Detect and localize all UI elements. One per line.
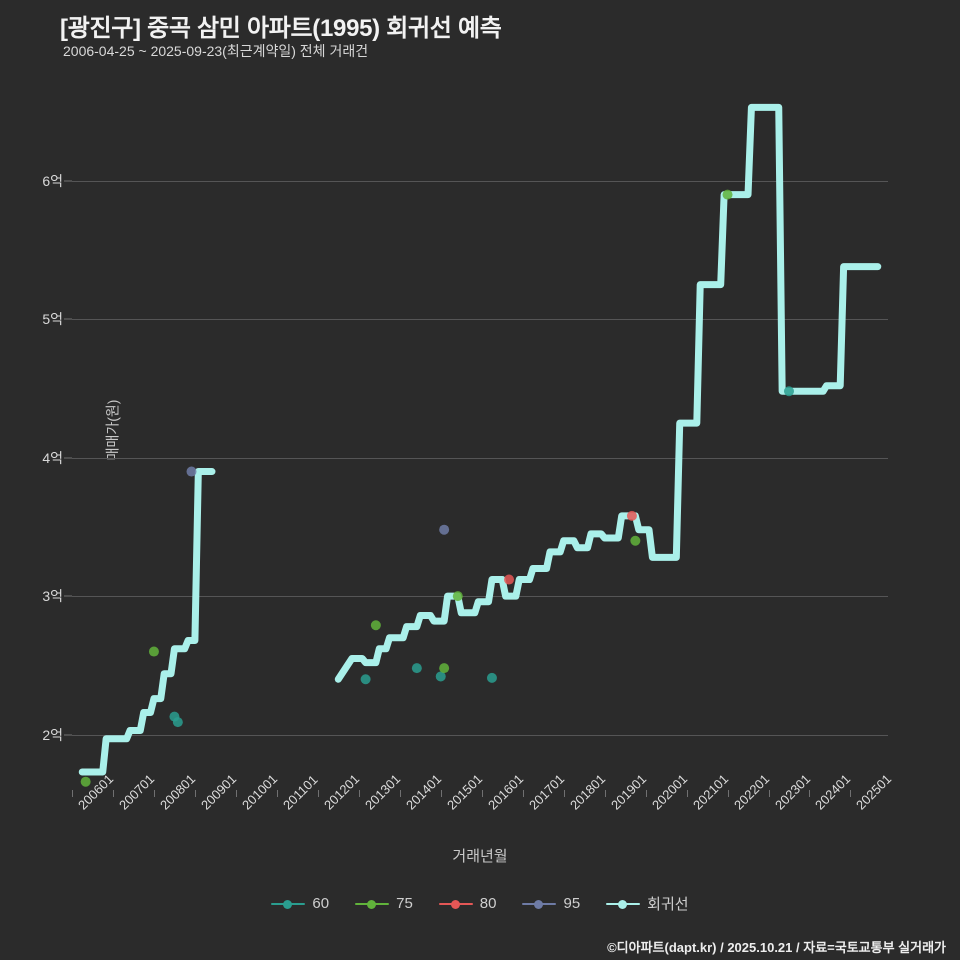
scatter-point-75	[452, 591, 463, 602]
legend-item-회귀선[interactable]: 회귀선	[606, 893, 689, 914]
y-tick-label: 4억	[42, 449, 63, 466]
x-tick-mark	[276, 790, 278, 797]
y-tick-mark	[64, 457, 72, 459]
x-tick-mark	[112, 790, 114, 797]
x-tick-mark	[809, 790, 811, 797]
x-tick-mark	[522, 790, 524, 797]
legend-item-95[interactable]: 95	[522, 895, 580, 912]
legend-swatch-icon	[522, 898, 557, 910]
page-subtitle: 2006-04-25 ~ 2025-09-23(최근계약일) 전체 거래건	[63, 43, 369, 59]
legend-label: 95	[563, 895, 581, 912]
y-tick-mark	[64, 734, 72, 736]
gridline	[72, 319, 888, 321]
scatter-point-75	[80, 776, 91, 787]
scatter-point-75	[370, 620, 381, 631]
scatter-point-60	[360, 674, 371, 685]
x-tick-mark	[440, 790, 442, 797]
scatter-point-75	[630, 535, 641, 546]
plot-area: 매매가(원) 2억 3억 4억 5억 6억 200601 200701 200801 2009…	[42, 70, 895, 865]
y-tick-mark	[64, 180, 72, 182]
x-tick-mark	[563, 790, 565, 797]
gridline	[72, 457, 888, 459]
legend-swatch-icon	[438, 898, 473, 910]
legend-label: 60	[312, 895, 330, 912]
gridline	[72, 596, 888, 598]
scatter-point-75	[439, 663, 450, 674]
legend-item-60[interactable]: 60	[271, 895, 329, 912]
y-tick-label: 3억	[42, 588, 63, 605]
scatter-point-75	[148, 646, 159, 657]
scatter-point-80	[626, 510, 637, 521]
legend-label: 80	[479, 895, 497, 912]
legend-item-75[interactable]: 75	[355, 895, 413, 912]
regression-line	[78, 468, 216, 776]
scatter-point-95	[439, 524, 450, 535]
legend-swatch-icon	[355, 898, 390, 910]
x-tick-mark	[317, 790, 319, 797]
scatter-point-75	[722, 189, 733, 200]
x-axis-label: 거래년월	[452, 848, 508, 865]
legend-label: 75	[396, 895, 413, 912]
legend-label: 회귀선	[647, 896, 689, 913]
y-tick-mark	[64, 595, 72, 597]
x-tick-mark	[604, 790, 606, 797]
scatter-point-60	[783, 386, 794, 397]
y-tick-label: 5억	[42, 311, 63, 328]
x-tick-mark	[850, 790, 852, 797]
scatter-point-60	[486, 672, 497, 683]
legend-item-80[interactable]: 80	[438, 895, 497, 912]
scatter-point-60	[172, 717, 183, 728]
x-tick-mark	[153, 790, 155, 797]
regression-line	[334, 103, 882, 683]
x-tick-mark	[72, 790, 73, 797]
x-tick-mark	[399, 790, 401, 797]
scatter-point-80	[504, 574, 515, 585]
scatter-point-60	[435, 671, 446, 682]
scatter-point-95	[186, 466, 197, 477]
scatter-point-60	[411, 663, 422, 674]
series-layer	[78, 103, 882, 787]
chart-legend: 60 75 80 95 회귀선	[0, 893, 960, 914]
x-tick-mark	[645, 790, 647, 797]
x-tick-mark	[358, 790, 360, 797]
gridline	[72, 734, 888, 736]
legend-swatch-icon	[271, 898, 306, 910]
x-tick-mark	[481, 790, 483, 797]
x-tick-mark	[727, 790, 729, 797]
x-tick-mark	[235, 790, 237, 797]
y-tick-label: 2억	[42, 726, 63, 743]
gridline	[72, 180, 888, 182]
x-tick-mark	[768, 790, 770, 797]
page-title: [광진구] 중곡 삼민 아파트(1995) 회귀선 예측	[60, 15, 502, 42]
y-tick-mark	[64, 318, 72, 320]
x-tick-mark	[194, 790, 196, 797]
y-tick-label: 6억	[42, 172, 63, 189]
footer-credit: ©디아파트(dapt.kr) / 2025.10.21 / 자료=국토교통부 실…	[607, 940, 946, 955]
legend-swatch-icon	[606, 898, 641, 910]
x-tick-mark	[686, 790, 688, 797]
